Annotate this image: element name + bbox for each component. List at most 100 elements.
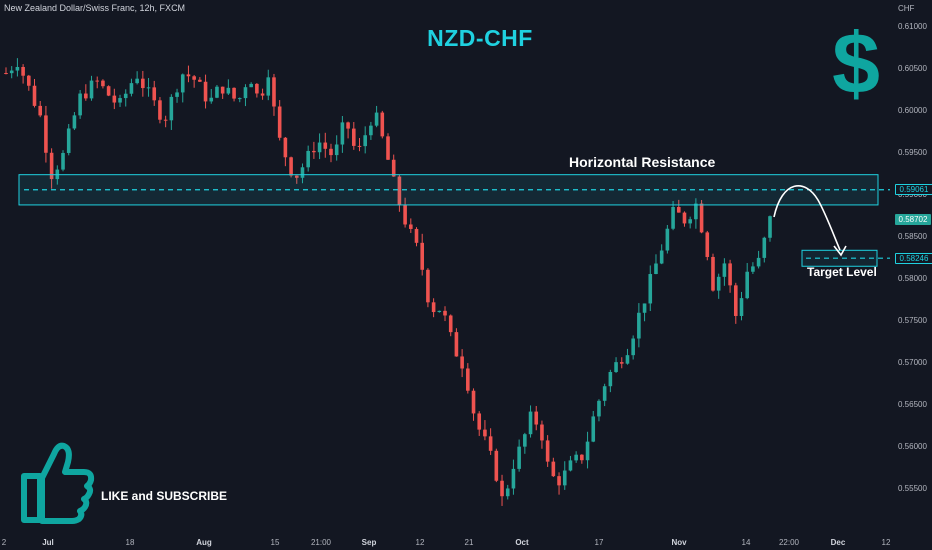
candle-body: [363, 135, 367, 147]
candle-body: [756, 257, 761, 267]
candle-body: [272, 77, 276, 107]
candle-body: [340, 122, 345, 145]
candle-body: [671, 206, 675, 229]
candle-body: [733, 285, 738, 316]
candle-body: [511, 468, 516, 489]
candle-body: [129, 83, 134, 94]
candle-body: [84, 93, 88, 99]
candle-body: [762, 237, 767, 258]
candle-body: [608, 371, 613, 387]
candle-body: [135, 78, 139, 84]
candle-body: [61, 152, 65, 170]
candle-body: [215, 86, 219, 98]
candle-body: [494, 450, 499, 481]
candle-body: [374, 112, 379, 126]
candle-body: [323, 142, 328, 149]
candle-body: [317, 142, 322, 153]
candle-body: [294, 175, 299, 178]
x-tick-label: 22:00: [778, 538, 800, 547]
candle-body: [283, 137, 288, 158]
candle-body: [625, 355, 630, 364]
candle-body: [21, 66, 25, 76]
x-tick-label: 17: [594, 538, 604, 547]
candle-body: [716, 276, 721, 291]
candle-body: [505, 488, 510, 497]
candle-body: [409, 224, 413, 229]
candle-body: [255, 83, 259, 94]
candle-body: [477, 413, 482, 430]
x-tick-label: Dec: [830, 538, 846, 547]
candle-body: [380, 112, 385, 137]
candle-body: [517, 446, 521, 469]
candle-body: [557, 476, 561, 486]
candle-body: [397, 176, 402, 206]
candle-body: [386, 136, 390, 160]
candle-body: [203, 81, 208, 102]
axis-currency-label: CHF: [898, 4, 915, 13]
candle-body: [351, 128, 356, 146]
candle-body: [694, 203, 698, 220]
candle-body: [198, 79, 202, 82]
projection-curve: [773, 185, 841, 251]
target-zone: [801, 249, 878, 267]
candle-body: [591, 416, 596, 442]
candle-body: [4, 73, 8, 75]
y-tick-label: 0.57500: [898, 315, 927, 325]
candle-body: [448, 315, 453, 333]
candle-body: [112, 95, 117, 103]
candle-body: [38, 105, 43, 116]
candle-body: [437, 310, 442, 313]
candle-body: [665, 228, 670, 251]
candle-body: [705, 232, 710, 257]
candle-body: [403, 205, 407, 225]
candle-body: [106, 86, 111, 96]
candle-body: [15, 66, 20, 71]
candle-body: [534, 411, 539, 425]
candle-body: [414, 228, 419, 243]
candle-body: [688, 219, 692, 224]
x-tick-label: Nov: [671, 538, 687, 547]
candle-body: [334, 144, 339, 156]
candle-body: [180, 74, 185, 93]
candle-body: [163, 119, 168, 121]
candle-body: [175, 92, 179, 97]
candle-body: [78, 93, 82, 116]
candle-body: [443, 310, 447, 316]
candle-body: [682, 212, 687, 224]
candle-body: [232, 87, 236, 99]
dollar-sign-icon: $: [832, 16, 880, 112]
candle-body: [460, 356, 464, 369]
candle-body: [300, 167, 305, 178]
candle-body: [739, 298, 744, 316]
candle-body: [540, 424, 544, 441]
candle-body: [745, 271, 749, 299]
candle-body: [614, 362, 618, 372]
y-tick-label: 0.58000: [898, 273, 927, 283]
candle-body: [186, 74, 191, 77]
candle-body: [226, 87, 231, 94]
candle-body: [466, 368, 470, 391]
candle-body: [426, 269, 430, 303]
candle-body: [619, 362, 624, 364]
candle-body: [260, 93, 265, 96]
x-tick-label: Sep: [361, 538, 377, 547]
x-tick-label: 12: [415, 538, 425, 547]
candle-body: [391, 159, 396, 177]
candle-body: [699, 203, 704, 233]
candle-body: [152, 87, 157, 101]
candle-body: [369, 125, 373, 136]
candle-body: [89, 80, 94, 99]
candle-body: [711, 256, 715, 291]
candle-body: [346, 122, 350, 129]
candle-body: [289, 157, 293, 176]
candle-body: [101, 80, 105, 87]
candle-body: [642, 303, 647, 313]
x-tick-label: 18: [125, 538, 135, 547]
candle-body: [192, 76, 196, 80]
resistance-label: Horizontal Resistance: [569, 154, 716, 170]
candle-body: [141, 78, 145, 89]
candle-body: [123, 93, 128, 99]
candle-body: [551, 461, 556, 477]
candle-body: [597, 400, 601, 417]
